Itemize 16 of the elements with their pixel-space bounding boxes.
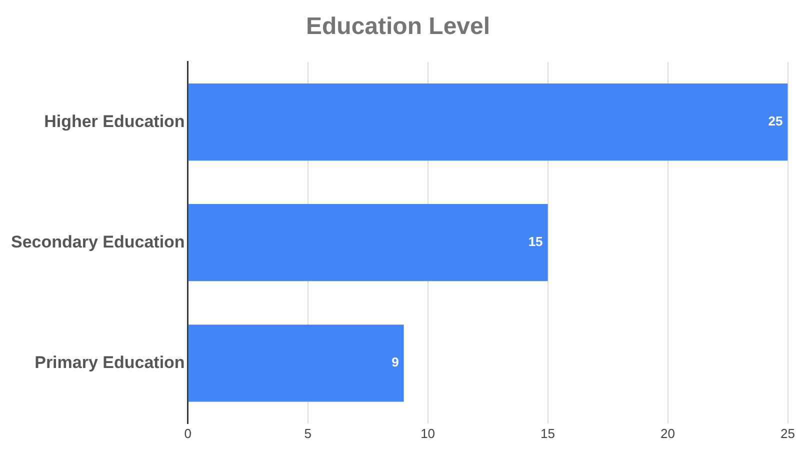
x-tick-label: 0 [184,426,192,441]
x-tick-label: 10 [420,426,436,441]
bar [188,83,788,161]
data-label: 15 [528,234,543,250]
x-tick-label: 25 [780,426,796,441]
y-tick-label: Higher Education [44,112,185,131]
x-tick-label: 5 [304,426,312,441]
y-tick-label: Secondary Education [10,232,185,252]
y-tick-label: Primary Education [34,352,185,372]
data-label: 9 [392,354,399,370]
x-tick-label: 20 [660,426,676,441]
chart-title: Education Level [306,13,490,40]
data-label: 25 [768,114,783,129]
bar [188,324,404,402]
x-tick-label: 15 [540,426,556,441]
bar [188,204,548,282]
